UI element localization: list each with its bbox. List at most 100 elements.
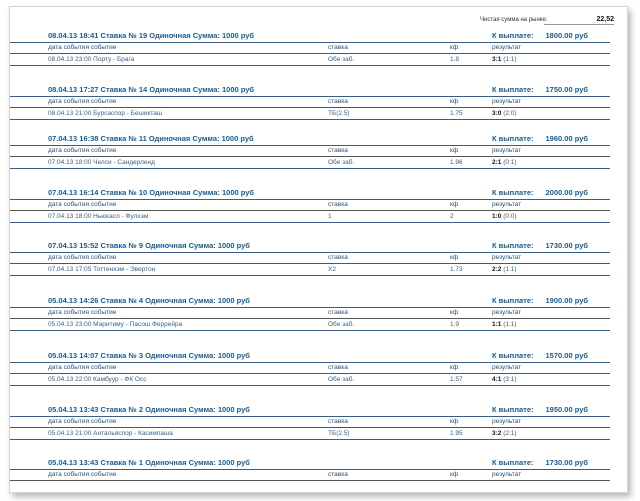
col-coef: кф <box>450 418 459 425</box>
payout-label: К выплате: <box>492 85 534 94</box>
final-score: 3:0 <box>492 110 502 117</box>
column-headers: дата события событие ставка кф результат <box>10 469 610 481</box>
final-score: 4:1 <box>492 376 502 383</box>
payout-label: К выплате: <box>492 458 534 467</box>
halftime-score: (1:1) <box>503 321 517 328</box>
col-stake: ставка <box>328 201 348 208</box>
payout-label: К выплате: <box>492 134 534 143</box>
col-result: результат <box>492 98 522 105</box>
col-event: дата события событие <box>48 309 117 316</box>
bet-title: 07.04.13 16:38 Ставка № 11 Одиночная Сум… <box>48 134 254 143</box>
payout-label: К выплате: <box>492 296 534 305</box>
col-result: результат <box>492 201 522 208</box>
col-stake: ставка <box>328 418 348 425</box>
net-sum-summary: Чистая сумма на рынке: 22,52 <box>474 15 618 25</box>
bet-title: 08.04.13 18:41 Ставка № 19 Одиночная Сум… <box>48 31 255 40</box>
col-stake: ставка <box>328 471 348 478</box>
col-result: результат <box>492 471 522 478</box>
bet-block: 05.04.13 14:07 Ставка № 3 Одиночная Сумм… <box>10 350 627 394</box>
event-cell: 05.04.13 22:00 Камбуур - ФК Осс <box>48 376 147 383</box>
coef-cell: 1.73 <box>450 266 463 273</box>
final-score: 3:1 <box>492 56 502 63</box>
column-headers: дата события событие ставка кф результат <box>10 252 610 264</box>
bet-block: 05.04.13 13:43 Ставка № 1 Одиночная Сумм… <box>10 457 627 492</box>
table-row: 08.04.13 21:00 Бурсаспор - Бешикташ ТБ(2.… <box>10 108 610 120</box>
halftime-score: (0:1) <box>503 159 517 166</box>
col-result: результат <box>492 147 522 154</box>
bet-block: 08.04.13 17:27 Ставка № 14 Одиночная Сум… <box>10 84 627 128</box>
col-coef: кф <box>450 98 459 105</box>
stake-cell: Обе заб. <box>328 376 355 383</box>
col-coef: кф <box>450 254 459 261</box>
column-headers: дата события событие ставка кф результат <box>10 42 610 54</box>
halftime-score: (3:1) <box>503 376 517 383</box>
bet-title: 07.04.13 15:52 Ставка № 9 Одиночная Сумм… <box>48 241 250 250</box>
document-page: Чистая сумма на рынке: 22,52 08.04.13 18… <box>9 6 628 493</box>
bet-title: 08.04.13 17:27 Ставка № 14 Одиночная Сум… <box>48 85 255 94</box>
col-event: дата события событие <box>48 364 117 371</box>
final-score: 2:2 <box>492 266 502 273</box>
bet-block: 07.04.13 16:14 Ставка № 10 Одиночная Сум… <box>10 187 627 231</box>
bet-header: 08.04.13 18:41 Ставка № 19 Одиночная Сум… <box>10 30 610 43</box>
payout-amount: 1730.00 руб <box>545 241 588 250</box>
bet-title: 07.04.13 16:14 Ставка № 10 Одиночная Сум… <box>48 188 255 197</box>
bet-header: 07.04.13 15:52 Ставка № 9 Одиночная Сумм… <box>10 240 610 253</box>
coef-cell: 1.57 <box>450 376 463 383</box>
stake-cell: Обе заб. <box>328 321 355 328</box>
payout-amount: 1800.00 руб <box>545 31 588 40</box>
col-stake: ставка <box>328 364 348 371</box>
col-event: дата события событие <box>48 98 117 105</box>
bet-header: 05.04.13 13:43 Ставка № 1 Одиночная Сумм… <box>10 457 610 470</box>
coef-cell: 1.75 <box>450 110 463 117</box>
col-result: результат <box>492 364 522 371</box>
payout-amount: 1900.00 руб <box>545 296 588 305</box>
col-stake: ставка <box>328 98 348 105</box>
table-row: 05.04.13 21:00 Антальяспор - Касимпаша ТБ… <box>10 428 610 440</box>
table-row: 07.04.13 18:00 Челси - Сандерленд Обе заб… <box>10 157 610 169</box>
col-coef: кф <box>450 471 459 478</box>
column-headers: дата события событие ставка кф результат <box>10 199 610 211</box>
payout-amount: 1730.00 руб <box>545 458 588 467</box>
event-cell: 05.04.13 23:00 Маритиму - Пасош Феррейра <box>48 321 183 328</box>
col-result: результат <box>492 254 522 261</box>
result-cell: 2:2 (1:1) <box>492 264 517 275</box>
payout-label: К выплате: <box>492 188 534 197</box>
col-event: дата события событие <box>48 201 117 208</box>
halftime-score: (1:1) <box>503 56 517 63</box>
halftime-score: (0:0) <box>503 213 517 220</box>
bet-header: 05.04.13 14:26 Ставка № 4 Одиночная Сумм… <box>10 295 610 308</box>
stake-cell: ТБ(2.5) <box>328 110 350 117</box>
bet-header: 07.04.13 16:14 Ставка № 10 Одиночная Сум… <box>10 187 610 200</box>
stake-cell: 1 <box>328 213 332 220</box>
table-row: 07.04.13 17:05 Тоттенхэм - Эвертон X2 1.73… <box>10 264 610 276</box>
halftime-score: (1:1) <box>503 266 517 273</box>
col-stake: ставка <box>328 44 348 51</box>
col-coef: кф <box>450 147 459 154</box>
col-event: дата события событие <box>48 471 117 478</box>
halftime-score: (2:1) <box>503 430 517 437</box>
result-cell: 3:0 (2:0) <box>492 108 517 119</box>
column-headers: дата события событие ставка кф результат <box>10 145 610 157</box>
net-sum-label: Чистая сумма на рынке: <box>480 17 548 23</box>
column-headers: дата события событие ставка кф результат <box>10 362 610 374</box>
event-cell: 07.04.13 17:05 Тоттенхэм - Эвертон <box>48 266 156 273</box>
table-row: 07.04.13 18:00 Ньюкасл - Фулхэм 1 2 1:0 (0:… <box>10 211 610 223</box>
coef-cell: 1.95 <box>450 430 463 437</box>
payout-label: К выплате: <box>492 31 534 40</box>
col-stake: ставка <box>328 147 348 154</box>
bet-title: 05.04.13 13:43 Ставка № 1 Одиночная Сумм… <box>48 458 250 467</box>
coef-cell: 1.8 <box>450 56 460 63</box>
payout-amount: 1570.00 руб <box>545 351 588 360</box>
halftime-score: (2:0) <box>503 110 517 117</box>
final-score: 2:1 <box>492 159 502 166</box>
bet-block: 07.04.13 16:38 Ставка № 11 Одиночная Сум… <box>10 133 627 177</box>
bet-title: 05.04.13 14:07 Ставка № 3 Одиночная Сумм… <box>48 351 250 360</box>
bet-header: 08.04.13 17:27 Ставка № 14 Одиночная Сум… <box>10 84 610 97</box>
event-cell: 07.04.13 18:00 Челси - Сандерленд <box>48 159 155 166</box>
result-cell: 3:1 (1:1) <box>492 54 517 65</box>
payout-label: К выплате: <box>492 351 534 360</box>
event-cell: 07.04.13 18:00 Ньюкасл - Фулхэм <box>48 213 149 220</box>
table-row: 05.04.13 22:00 Камбуур - ФК Осс Обе заб. 1… <box>10 374 610 386</box>
final-score: 3:2 <box>492 430 502 437</box>
col-event: дата события событие <box>48 418 117 425</box>
